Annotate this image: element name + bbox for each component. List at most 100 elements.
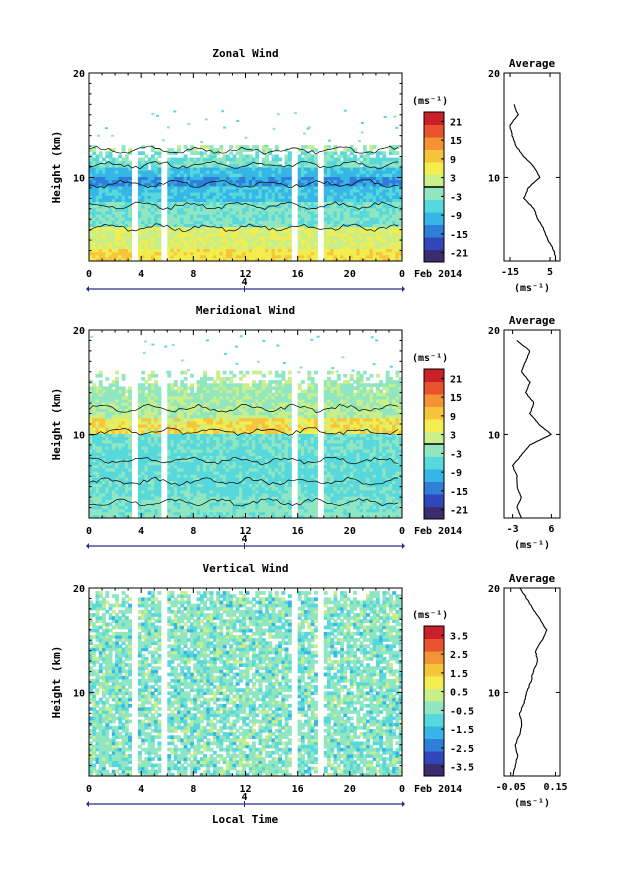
heatmap-cell — [170, 436, 175, 441]
heatmap-cell — [265, 235, 269, 240]
heatmap-cell — [225, 173, 230, 177]
heatmap-cell — [343, 248, 348, 253]
heatmap-cell — [372, 220, 377, 224]
heatmap-cell — [186, 433, 191, 438]
heatmap-cell — [209, 467, 214, 472]
heatmap-cell — [356, 167, 361, 171]
heatmap-cell — [141, 408, 146, 412]
heatmap-cell — [98, 389, 103, 394]
heatmap-cell — [229, 173, 234, 177]
heatmap-cell — [372, 167, 377, 171]
heatmap-cell — [121, 389, 126, 394]
heatmap-cell — [89, 417, 93, 422]
heatmap-cell — [392, 176, 397, 181]
heatmap-cell — [180, 502, 185, 506]
heatmap-cell — [385, 254, 390, 259]
heatmap-cell — [219, 477, 224, 481]
heatmap-cell — [362, 170, 367, 174]
heatmap-cell — [212, 154, 217, 159]
heatmap-cell — [353, 192, 357, 196]
heatmap-cell — [255, 170, 260, 174]
heatmap-cell — [304, 160, 309, 165]
heatmap-cell — [216, 449, 221, 453]
heatmap-cell — [144, 235, 149, 240]
heatmap-cell — [186, 395, 191, 400]
heatmap-cell — [300, 179, 305, 184]
heatmap-cell — [349, 170, 354, 174]
heatmap-cell — [268, 163, 273, 168]
heatmap-cell — [222, 464, 227, 469]
heatmap-cell — [157, 508, 162, 513]
heatmap-cell — [261, 223, 266, 228]
heatmap-cell — [212, 496, 217, 500]
heatmap-cell — [102, 477, 106, 481]
heatmap-cell — [150, 455, 155, 459]
heatmap-cell — [89, 405, 93, 409]
heatmap-cell — [379, 257, 384, 261]
heatmap-cell — [173, 508, 178, 513]
heatmap-cell — [190, 486, 194, 491]
heatmap-cell — [199, 145, 204, 149]
heatmap-cell — [98, 467, 103, 472]
heatmap-cell — [98, 439, 103, 444]
heatmap-cell — [261, 245, 266, 249]
heatmap-cell — [349, 217, 354, 221]
heatmap-cell — [154, 239, 159, 243]
heatmap-cell — [157, 436, 162, 441]
heatmap-cell — [375, 245, 380, 249]
heatmap-cell — [385, 220, 390, 224]
heatmap-cell — [268, 235, 273, 240]
heatmap-cell — [265, 229, 269, 234]
heatmap-cell — [102, 398, 106, 403]
heatmap-cell — [310, 148, 315, 152]
heatmap-cell — [356, 242, 361, 246]
heatmap-cell — [118, 424, 123, 428]
heatmap-cell — [157, 511, 162, 516]
heatmap-cell — [372, 210, 377, 215]
heatmap-cell — [196, 167, 201, 171]
heatmap-cell — [229, 398, 234, 403]
heatmap-cell — [141, 157, 146, 162]
heatmap-cell — [92, 439, 97, 444]
heatmap-cell — [369, 239, 374, 243]
heatmap-cell — [222, 449, 227, 453]
heatmap-cell — [177, 204, 181, 209]
heatmap-cell — [314, 232, 318, 237]
heatmap-cell — [219, 436, 224, 441]
heatmap-cell — [193, 198, 198, 202]
heatmap-cell — [150, 223, 155, 228]
heatmap-cell — [89, 395, 93, 400]
heatmap-cell — [108, 467, 113, 472]
heatmap-cell — [186, 436, 191, 441]
heatmap-cell — [199, 455, 204, 459]
heatmap-cell — [186, 251, 191, 256]
heatmap-cell — [258, 217, 263, 221]
heatmap-cell — [92, 477, 97, 481]
heatmap-cell — [304, 242, 309, 246]
heatmap-cell — [353, 235, 357, 240]
heatmap-cell — [186, 458, 191, 463]
heatmap-cell — [327, 157, 331, 162]
heatmap-cell — [209, 496, 214, 500]
heatmap-cell — [157, 474, 162, 478]
heatmap-cell — [255, 198, 260, 202]
heatmap-cell — [105, 179, 110, 184]
heatmap-cell — [284, 254, 289, 259]
heatmap-cell — [199, 505, 204, 510]
heatmap-cell — [362, 182, 367, 187]
heatmap-cell — [314, 185, 318, 190]
heatmap-cell — [248, 195, 253, 199]
heatmap-cell — [95, 486, 100, 491]
heatmap-cell — [225, 188, 230, 193]
heatmap-cell — [255, 176, 260, 181]
heatmap-cell — [310, 242, 315, 246]
heatmap-cell — [183, 508, 188, 513]
heatmap-cell — [108, 427, 113, 431]
heatmap-cell — [121, 452, 126, 456]
heatmap-cell — [105, 173, 110, 177]
heatmap-cell — [199, 392, 204, 397]
heatmap-cell — [268, 232, 273, 237]
heatmap-cell — [343, 207, 348, 212]
heatmap-cell — [124, 198, 129, 202]
heatmap-cell — [216, 383, 221, 387]
